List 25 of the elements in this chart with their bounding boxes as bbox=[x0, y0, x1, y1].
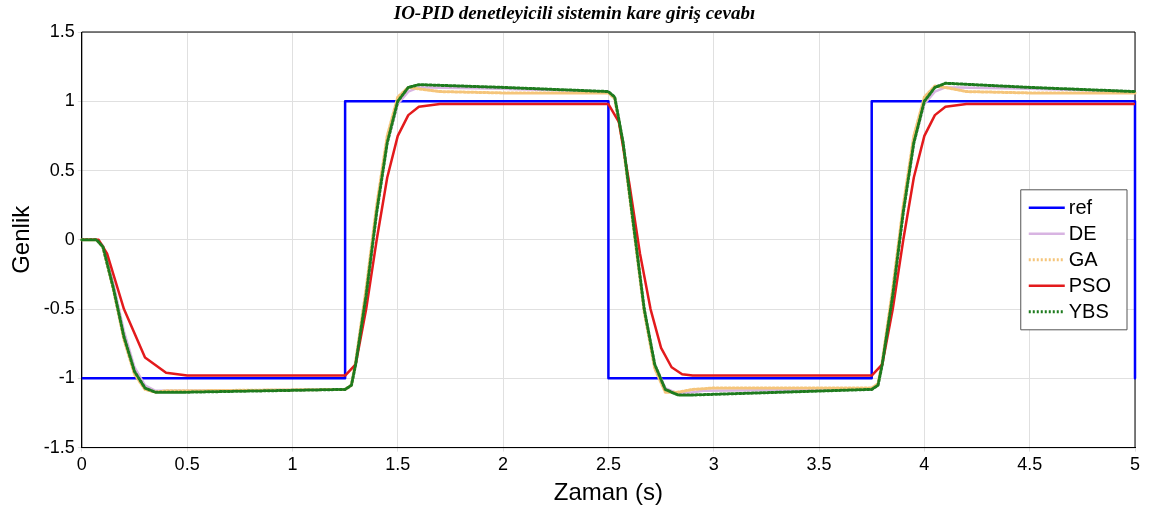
legend-label: PSO bbox=[1068, 274, 1112, 297]
legend-label: GA bbox=[1068, 248, 1099, 271]
y-tick-label: -1.5 bbox=[43, 436, 75, 457]
y-tick-label: -1 bbox=[58, 367, 75, 388]
x-tick-label: 3.5 bbox=[806, 454, 832, 475]
y-tick-label: 1.5 bbox=[49, 20, 75, 41]
y-tick-label: 0.5 bbox=[49, 159, 75, 180]
x-tick-label: 4.5 bbox=[1017, 454, 1043, 475]
x-tick-label: 1 bbox=[287, 454, 298, 475]
x-tick-label: 3 bbox=[708, 454, 719, 475]
x-tick-label: 1.5 bbox=[385, 454, 411, 475]
x-axis-title: Zaman (s) bbox=[553, 478, 664, 506]
y-tick-label: 0 bbox=[64, 228, 75, 249]
y-axis-title: Genlik bbox=[7, 204, 35, 274]
y-tick-label: -0.5 bbox=[43, 298, 75, 319]
legend-label: YBS bbox=[1068, 300, 1109, 323]
x-tick-label: 4 bbox=[919, 454, 930, 475]
legend-label: DE bbox=[1068, 222, 1097, 245]
legend-label: ref bbox=[1068, 196, 1093, 219]
x-tick-label: 0.5 bbox=[174, 454, 200, 475]
x-tick-label: 2.5 bbox=[595, 454, 621, 475]
x-tick-label: 2 bbox=[498, 454, 509, 475]
x-tick-label: 5 bbox=[1129, 454, 1141, 475]
y-tick-label: 1 bbox=[64, 90, 75, 111]
chart-title: IO-PID denetleyicili sistemin kare giriş cevabı bbox=[393, 2, 756, 23]
